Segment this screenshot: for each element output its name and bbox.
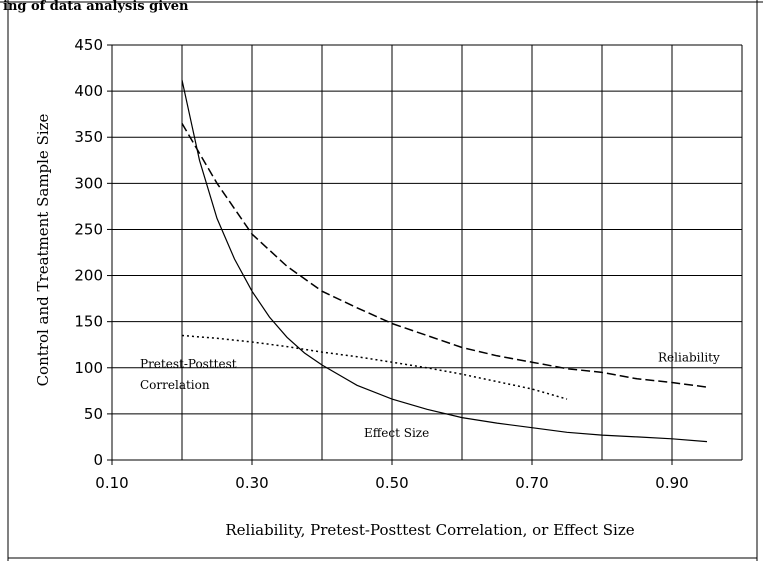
x-tick-label-0.10: 0.10 bbox=[95, 474, 128, 492]
y-tick-label-250: 250 bbox=[74, 220, 103, 238]
plot-axes bbox=[107, 44, 743, 465]
x-tick-label-0.90: 0.90 bbox=[655, 474, 688, 492]
tick-labels: 0 50 100 150 200 250 300 350 400 450 0.10 0.30 0.50 0… bbox=[74, 36, 688, 492]
y-tick-label-300: 300 bbox=[74, 174, 103, 192]
annotation-effect-size: Effect Size bbox=[364, 426, 429, 440]
annotations: Reliability Pretest-Posttest Correlation Ef… bbox=[140, 350, 720, 440]
series-line-reliability bbox=[181, 123, 708, 388]
header-fragment-text: ing of data analysis given bbox=[3, 0, 189, 14]
y-tick-label-400: 400 bbox=[74, 82, 103, 100]
y-tick-label-200: 200 bbox=[74, 267, 103, 285]
annotation-pretest-posttest: Pretest-Posttest bbox=[140, 357, 237, 371]
x-tick-label-0.50: 0.50 bbox=[375, 474, 408, 492]
annotation-correlation: Correlation bbox=[140, 378, 210, 392]
y-axis-title: Control and Treatment Sample Size bbox=[34, 113, 52, 386]
y-tick-label-100: 100 bbox=[74, 359, 103, 377]
x-axis-title: Reliability, Pretest-Posttest Correlatio… bbox=[225, 521, 634, 539]
x-tick-label-0.70: 0.70 bbox=[515, 474, 548, 492]
x-tick-label-0.30: 0.30 bbox=[235, 474, 268, 492]
series-lines bbox=[181, 79, 708, 443]
gridlines bbox=[112, 44, 742, 460]
series-line-effect-size bbox=[181, 79, 708, 443]
y-tick-label-50: 50 bbox=[84, 405, 103, 423]
y-tick-label-0: 0 bbox=[93, 451, 103, 469]
y-tick-label-150: 150 bbox=[74, 313, 103, 331]
annotation-reliability: Reliability bbox=[658, 350, 720, 364]
y-tick-label-450: 450 bbox=[74, 36, 103, 54]
y-tick-label-350: 350 bbox=[74, 128, 103, 146]
